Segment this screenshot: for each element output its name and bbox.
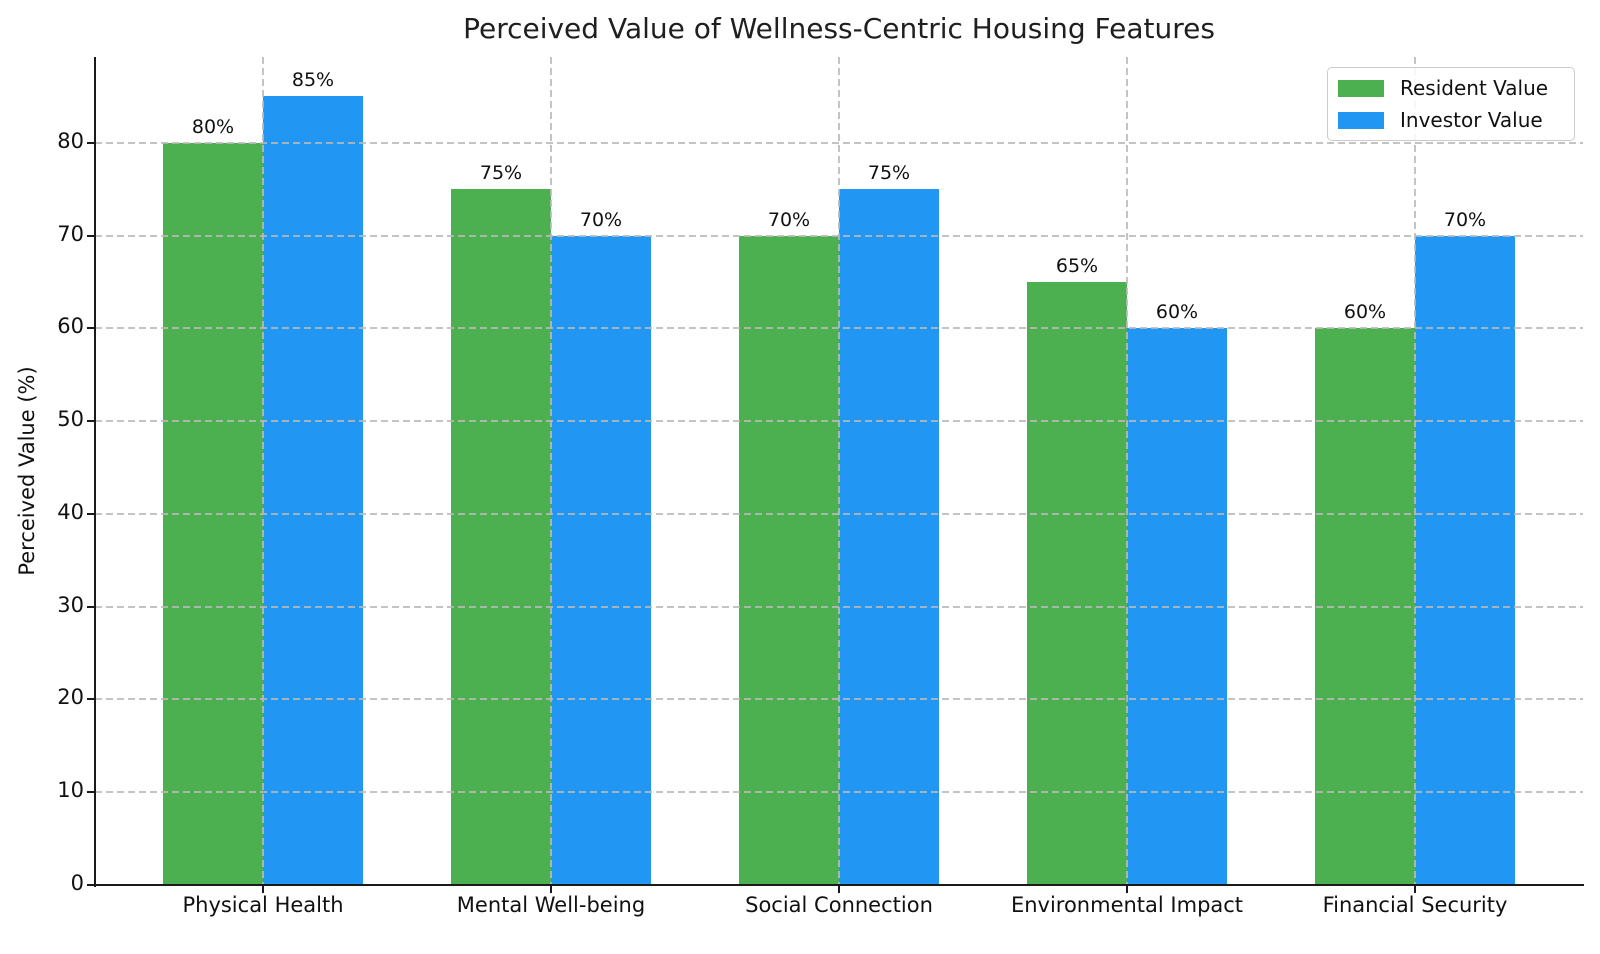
bar-value-label: 65% [1055,254,1099,277]
y-tick [87,141,94,144]
y-tick [87,234,94,237]
bar-value-label: 80% [191,115,235,138]
bar [839,189,939,885]
legend-item-resident-value: Resident Value [1338,76,1564,100]
bar-value-label: 70% [579,208,623,231]
y-tick-label: 0 [70,871,84,895]
gridline-v [262,57,264,885]
bar [263,96,363,885]
x-tick [838,886,840,893]
y-tick-label: 10 [57,778,84,803]
legend-swatch-investor-value [1338,111,1384,129]
bar-value-label: 75% [867,162,911,185]
y-axis-label: Perceived Value (%) [15,366,39,576]
gridline-h [95,512,1583,515]
y-tick [87,605,94,608]
y-tick [87,791,94,794]
bar-value-label: 85% [291,69,335,92]
legend-label: Investor Value [1400,108,1543,132]
gridline-h [95,327,1583,330]
gridline-v [550,57,552,885]
gridline-h [95,420,1583,423]
bar [451,189,551,885]
y-tick [87,420,94,423]
x-tick [550,886,552,893]
y-tick-label: 60 [57,314,84,339]
bar-value-label: 75% [479,162,523,185]
y-tick-label: 20 [57,685,84,710]
plot-area: 80% 85% 75% 70% 70% 75% 65% 60% 60% 70% [95,57,1583,885]
legend-label: Resident Value [1400,76,1549,100]
gridline-h [95,791,1583,794]
y-tick [87,512,94,515]
y-tick-label: 80 [57,128,84,153]
bar-value-label: 60% [1343,301,1387,324]
legend-item-investor-value: Investor Value [1338,108,1564,132]
bar [1415,235,1515,885]
y-tick-label: 70 [57,221,84,246]
y-tick-label: 30 [57,592,84,617]
gridline-h [95,605,1583,608]
y-tick [87,327,94,330]
x-tick [262,886,264,893]
x-tick-label: Environmental Impact [1010,893,1244,917]
x-tick-label: Financial Security [1322,893,1508,917]
x-axis-spine [94,884,1584,886]
gridline-v [1126,57,1128,885]
x-tick-label: Mental Well-being [456,893,646,917]
y-tick [87,698,94,701]
bar [739,235,839,885]
x-tick [1126,886,1128,893]
x-tick-label: Social Connection [745,893,933,917]
y-tick-label: 50 [57,407,84,432]
gridline-v [1414,57,1416,885]
gridline-h [95,234,1583,237]
y-tick-label: 40 [57,499,84,524]
legend: Resident Value Investor Value [1327,67,1575,141]
bar-value-label: 60% [1155,301,1199,324]
bar-value-label: 70% [1443,208,1487,231]
chart-title: Perceived Value of Wellness-Centric Hous… [463,12,1215,45]
gridline-h [95,141,1583,144]
y-tick [87,884,94,886]
bar [1027,281,1127,885]
bar [551,235,651,885]
gridline-v [838,57,840,885]
bar-value-label: 70% [767,208,811,231]
legend-swatch-resident-value [1338,79,1384,97]
y-axis-spine [94,57,96,887]
gridline-h [95,698,1583,701]
x-tick [1414,886,1416,893]
x-tick-label: Physical Health [182,893,344,917]
